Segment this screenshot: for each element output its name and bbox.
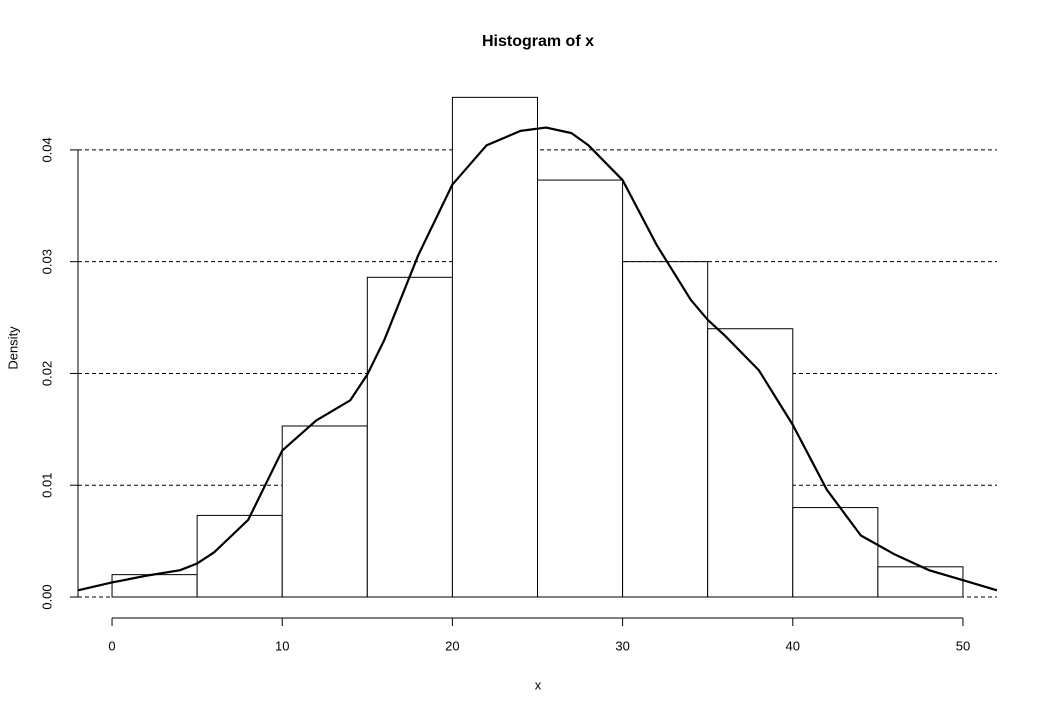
y-axis-label: Density — [5, 326, 20, 370]
density-line — [77, 126, 998, 592]
bar — [451, 96, 538, 598]
y-tick-label: 0.01 — [39, 473, 54, 498]
x-axis-label: x — [535, 677, 542, 692]
bar — [877, 566, 964, 598]
bar — [537, 179, 624, 598]
x-tick-label: 50 — [956, 638, 970, 653]
y-tick-label: 0.03 — [39, 249, 54, 274]
y-tick-label: 0.00 — [39, 584, 54, 609]
chart-title: Histogram of x — [482, 33, 594, 50]
bar — [111, 574, 198, 598]
bar — [366, 276, 453, 598]
bar — [707, 328, 794, 598]
bar — [281, 425, 368, 598]
x-tick-label: 10 — [275, 638, 289, 653]
x-tick-label: 0 — [108, 638, 115, 653]
x-tick-label: 40 — [786, 638, 800, 653]
bar — [622, 261, 709, 598]
x-tick-label: 20 — [445, 638, 459, 653]
y-tick-label: 0.04 — [39, 137, 54, 162]
y-tick-label: 0.02 — [39, 361, 54, 386]
x-tick-label: 30 — [615, 638, 629, 653]
bar — [792, 507, 879, 598]
